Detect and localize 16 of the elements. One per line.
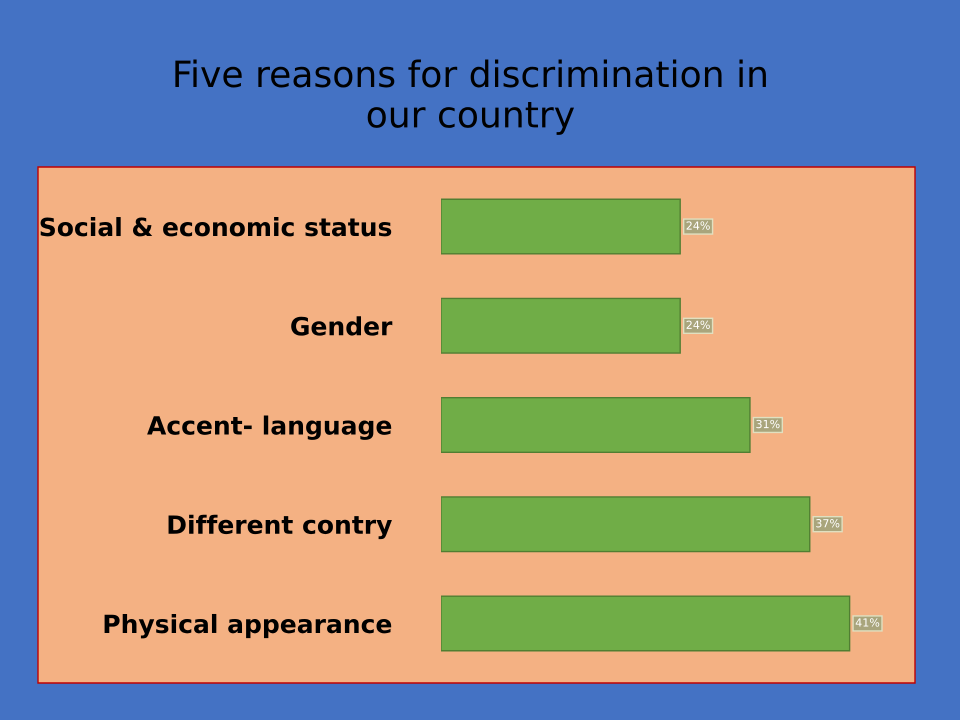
- y-tick-label: Physical appearance: [104, 614, 392, 638]
- data-label: 37%: [816, 519, 840, 528]
- y-tick-label: Accent- language: [147, 416, 392, 440]
- data-label: 31%: [756, 420, 780, 428]
- bar: [441, 397, 751, 453]
- y-tick-label: Gender: [291, 316, 392, 336]
- bar: [441, 595, 850, 652]
- bar: [441, 298, 681, 354]
- bar: [441, 198, 681, 255]
- data-label: 24%: [686, 320, 710, 329]
- y-tick-label: Different contry: [168, 514, 392, 540]
- chart-title: Five reasons for discrimination in our country: [175, 60, 766, 135]
- data-label: 24%: [686, 221, 710, 230]
- y-tick-label: Social & economic status: [40, 217, 392, 236]
- data-label: 41%: [856, 618, 880, 627]
- bar: [441, 496, 810, 552]
